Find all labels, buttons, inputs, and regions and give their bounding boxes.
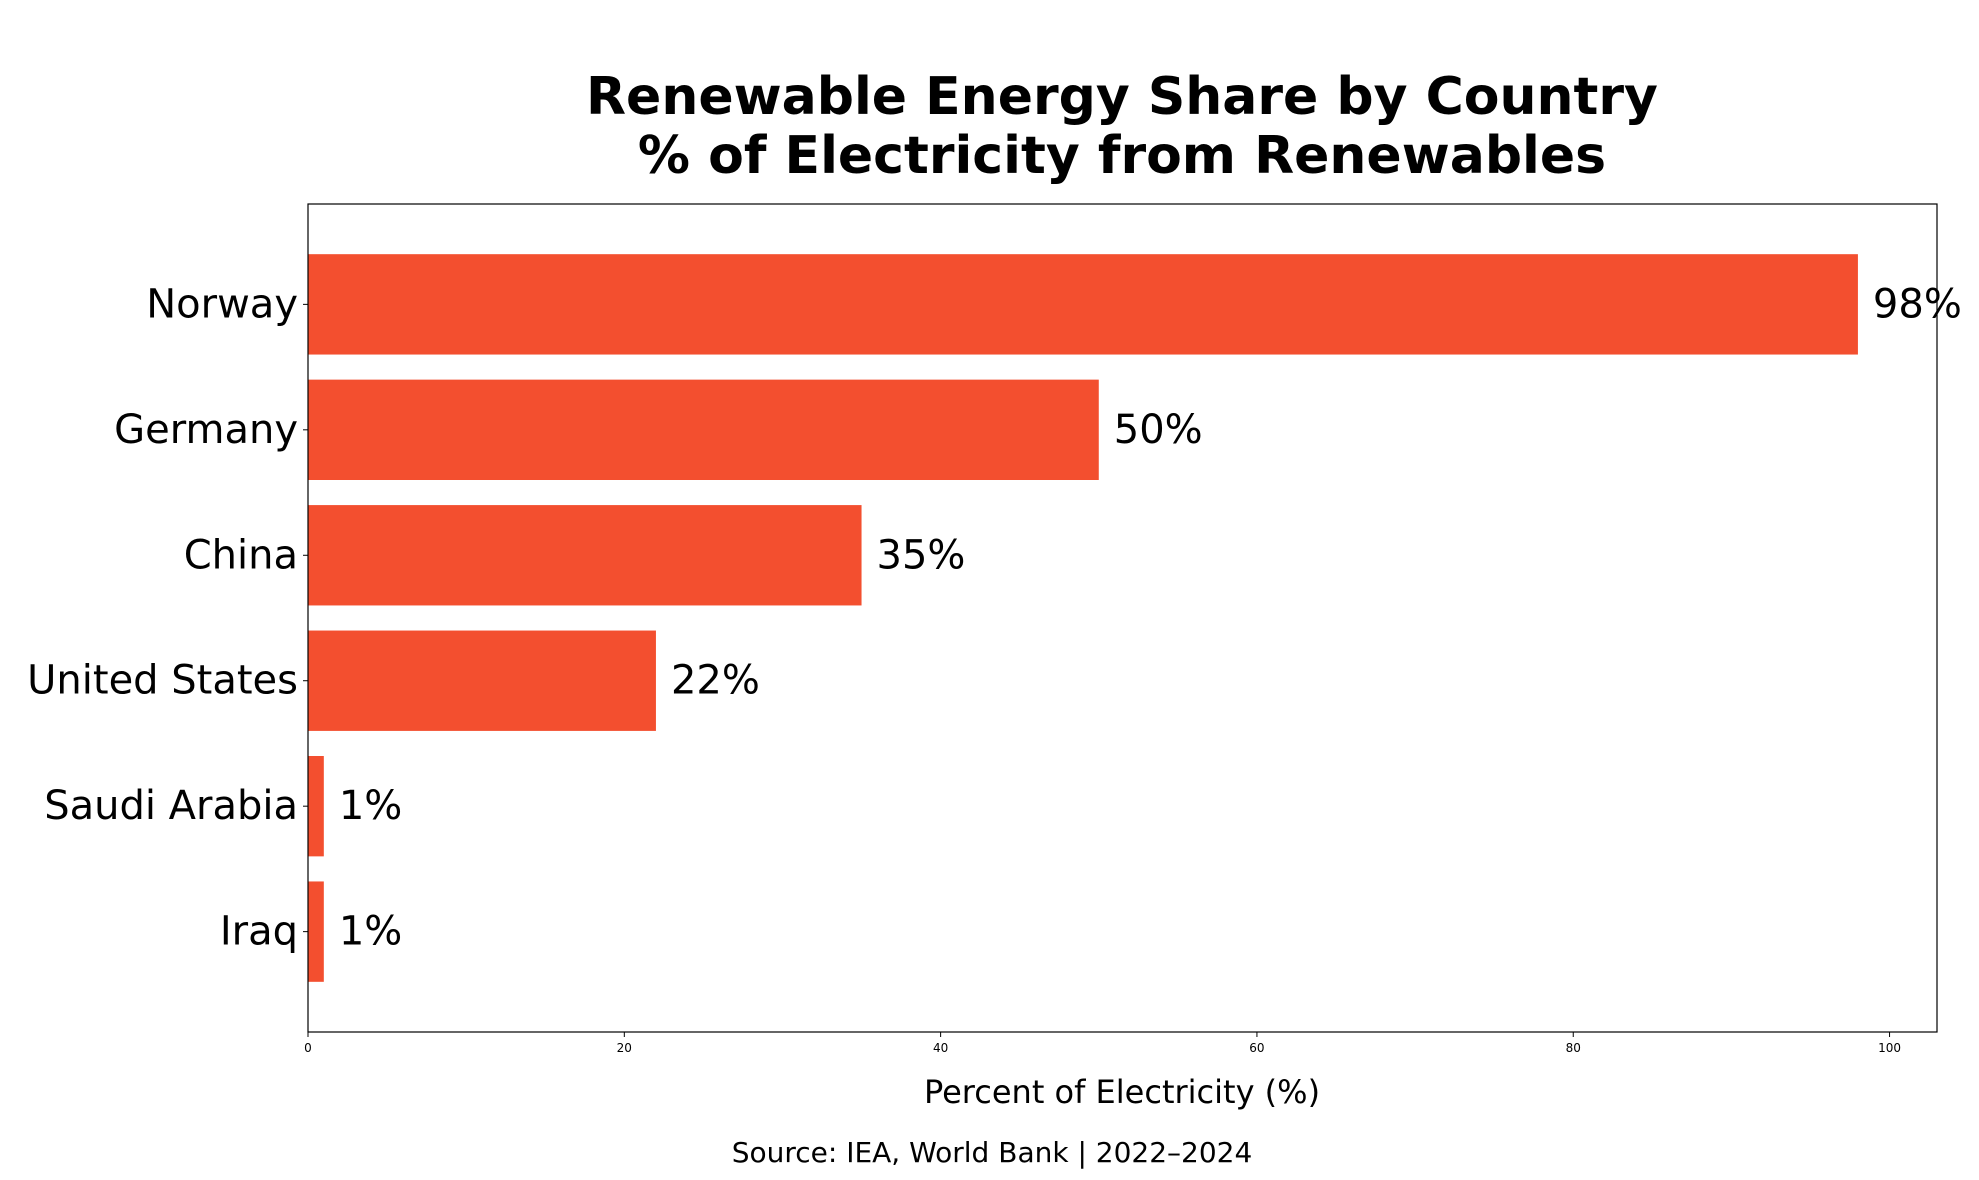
bar — [308, 254, 1858, 355]
category-label: Germany — [114, 407, 298, 453]
chart-subtitle: % of Electricity from Renewables — [638, 126, 1606, 186]
x-axis-title: Percent of Electricity (%) — [924, 1073, 1320, 1111]
category-label: United States — [27, 658, 298, 704]
category-label: Iraq — [220, 909, 298, 955]
bars-group — [308, 254, 1858, 982]
x-tick-label: 40 — [933, 1041, 948, 1055]
x-tick-label: 20 — [617, 1041, 632, 1055]
x-tick-label: 80 — [1566, 1041, 1581, 1055]
category-label: Saudi Arabia — [44, 783, 298, 829]
source-note: Source: IEA, World Bank | 2022–2024 — [732, 1136, 1253, 1169]
bar — [308, 379, 1099, 480]
bar — [308, 881, 324, 982]
value-labels-group: 98% 50% 35% 22% 1% 1% — [339, 281, 1962, 954]
bar — [308, 756, 324, 857]
bar — [308, 630, 656, 731]
x-tick-label: 0 — [304, 1041, 312, 1055]
x-tick-label: 60 — [1249, 1041, 1264, 1055]
bar — [308, 505, 862, 606]
chart-title: Renewable Energy Share by Country — [586, 67, 1658, 127]
category-label: Norway — [146, 281, 298, 327]
data-label: 1% — [339, 909, 402, 955]
data-label: 35% — [877, 532, 966, 578]
category-labels-group: Norway Germany China United States Saudi Ara… — [27, 281, 298, 954]
data-label: 1% — [339, 783, 402, 829]
data-label: 50% — [1114, 407, 1203, 453]
plot-frame — [307, 203, 1938, 1033]
category-label: China — [184, 532, 298, 578]
data-label: 98% — [1873, 281, 1962, 327]
x-ticks-group: 0 20 40 60 80 100 — [303, 303, 1901, 1055]
x-tick-label: 100 — [1878, 1041, 1901, 1055]
data-label: 22% — [671, 658, 760, 704]
